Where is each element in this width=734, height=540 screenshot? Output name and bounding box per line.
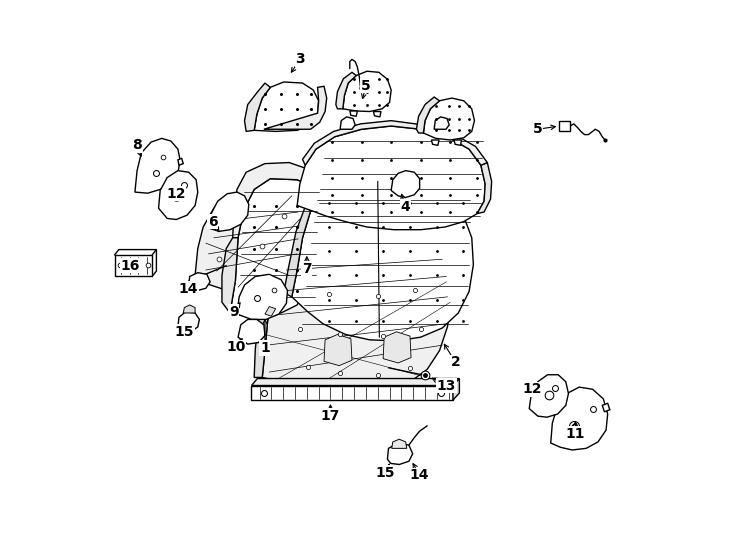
Polygon shape (391, 171, 420, 198)
Polygon shape (252, 386, 453, 400)
Text: 6: 6 (208, 215, 217, 228)
Polygon shape (453, 379, 459, 400)
Text: 13: 13 (437, 379, 457, 393)
Polygon shape (550, 387, 608, 450)
Text: 14: 14 (178, 282, 198, 296)
Text: 5: 5 (533, 122, 542, 136)
Polygon shape (189, 273, 210, 291)
Polygon shape (159, 171, 197, 219)
Polygon shape (178, 312, 200, 332)
Polygon shape (559, 120, 570, 131)
Text: 8: 8 (132, 138, 142, 152)
Text: 7: 7 (302, 262, 312, 276)
Polygon shape (264, 86, 327, 129)
Polygon shape (115, 255, 152, 276)
Polygon shape (388, 443, 413, 464)
Polygon shape (434, 117, 449, 129)
Text: 14: 14 (410, 468, 429, 482)
Text: 2: 2 (451, 355, 460, 369)
Polygon shape (350, 111, 357, 116)
Polygon shape (343, 71, 391, 112)
Polygon shape (178, 158, 184, 165)
Polygon shape (262, 244, 450, 394)
Polygon shape (432, 140, 439, 145)
Polygon shape (392, 439, 407, 448)
Text: 10: 10 (226, 340, 246, 354)
Polygon shape (340, 117, 355, 129)
Text: 1: 1 (260, 341, 270, 355)
Polygon shape (184, 305, 195, 313)
Text: 17: 17 (321, 409, 340, 423)
Polygon shape (222, 238, 238, 313)
Polygon shape (244, 83, 270, 131)
Polygon shape (603, 403, 610, 412)
Polygon shape (254, 294, 273, 377)
Polygon shape (305, 174, 372, 211)
Polygon shape (454, 140, 462, 145)
Polygon shape (195, 191, 302, 291)
Polygon shape (135, 138, 180, 193)
Text: 4: 4 (401, 200, 410, 214)
Polygon shape (237, 274, 288, 320)
Text: 3: 3 (296, 52, 305, 66)
Polygon shape (233, 163, 330, 238)
Text: 16: 16 (121, 259, 140, 273)
Text: 9: 9 (229, 305, 239, 319)
Polygon shape (529, 375, 568, 417)
Polygon shape (284, 207, 310, 297)
Text: 12: 12 (166, 187, 186, 201)
Text: 11: 11 (566, 427, 585, 441)
Polygon shape (324, 334, 352, 366)
Polygon shape (238, 320, 265, 344)
Polygon shape (477, 163, 492, 214)
Polygon shape (252, 379, 459, 386)
Text: 5: 5 (361, 79, 371, 93)
Polygon shape (374, 112, 381, 117)
Text: 15: 15 (375, 466, 394, 480)
Polygon shape (302, 120, 487, 165)
Polygon shape (336, 72, 356, 109)
Polygon shape (297, 126, 485, 230)
Text: 12: 12 (523, 382, 542, 396)
Polygon shape (424, 98, 474, 140)
Polygon shape (265, 307, 276, 316)
Polygon shape (416, 97, 440, 133)
Polygon shape (230, 179, 321, 316)
Polygon shape (208, 192, 249, 231)
Polygon shape (383, 332, 411, 363)
Polygon shape (254, 82, 319, 131)
Text: 15: 15 (175, 325, 194, 339)
Polygon shape (292, 181, 473, 341)
